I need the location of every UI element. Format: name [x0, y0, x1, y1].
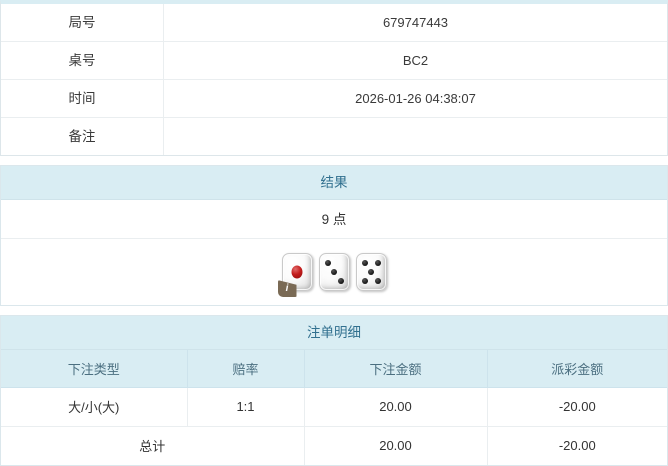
- die-2: [318, 253, 350, 291]
- round-info-panel: 局号 679747443 桌号 BC2 时间 2026-01-26 04:38:…: [0, 0, 668, 156]
- die-3-pip-center: [368, 269, 374, 275]
- info-label-table-no: 桌号: [1, 41, 164, 80]
- table-row: 桌号 BC2: [1, 41, 667, 80]
- table-row-total: 总计 20.00 -20.00: [1, 426, 667, 465]
- round-info-table: 局号 679747443 桌号 BC2 时间 2026-01-26 04:38:…: [1, 4, 667, 155]
- table-row: 大/小(大) 1:1 20.00 -20.00: [1, 387, 667, 427]
- panel-spacer-2: [0, 306, 668, 315]
- table-header-row: 下注类型 赔率 下注金额 派彩金额: [1, 350, 667, 388]
- die-2-pip-bottom-right: [337, 278, 344, 284]
- die-3: [355, 253, 387, 291]
- die-1-pip-center: [291, 265, 303, 279]
- die-3-pip-top-right: [374, 260, 381, 266]
- result-points-value: 9 点: [1, 200, 667, 239]
- die-3-pip-bottom-left: [361, 278, 368, 284]
- bet-detail-header: 注单明细: [1, 316, 667, 350]
- cell-total-payout: -20.00: [487, 426, 667, 465]
- column-header-payout: 派彩金额: [487, 350, 667, 388]
- column-header-bet-amount: 下注金额: [304, 350, 488, 388]
- cell-total-label: 总计: [1, 426, 305, 465]
- info-label-time: 时间: [1, 79, 164, 118]
- info-label-remark: 备注: [1, 117, 164, 155]
- column-header-bet-type: 下注类型: [1, 350, 188, 388]
- bet-detail-panel: 注单明细 下注类型 赔率 下注金额 派彩金额 大/小(大) 1:1 20.00 …: [0, 315, 668, 466]
- die-1: i: [277, 253, 313, 297]
- die-3-pip-bottom-right: [374, 278, 381, 284]
- info-value-remark: [164, 118, 668, 156]
- info-label-round-no: 局号: [1, 4, 164, 42]
- result-panel-header: 结果: [1, 166, 667, 200]
- info-value-time: 2026-01-26 04:38:07: [163, 79, 667, 118]
- die-3-pip-top-left: [361, 260, 368, 266]
- table-row: 局号 679747443: [1, 4, 667, 42]
- panel-spacer-1: [0, 156, 668, 165]
- cell-odds: 1:1: [187, 387, 305, 427]
- table-row: 备注: [1, 117, 668, 156]
- cell-bet-type: 大/小(大): [1, 387, 188, 427]
- result-panel: 结果 9 点 i: [0, 165, 668, 306]
- cell-bet-amount: 20.00: [304, 387, 488, 427]
- bet-detail-table: 下注类型 赔率 下注金额 派彩金额 大/小(大) 1:1 20.00 -20.0…: [1, 350, 667, 465]
- info-value-table-no: BC2: [163, 41, 667, 80]
- die-2-pip-top-left: [324, 260, 331, 266]
- column-header-odds: 赔率: [187, 350, 305, 388]
- cell-total-bet-amount: 20.00: [304, 426, 488, 465]
- info-value-round-no: 679747443: [163, 4, 667, 42]
- cell-payout: -20.00: [487, 387, 667, 427]
- dice-row: i: [1, 239, 667, 305]
- die-2-pip-center: [331, 269, 337, 275]
- info-icon[interactable]: i: [277, 280, 297, 297]
- table-row: 时间 2026-01-26 04:38:07: [1, 79, 667, 118]
